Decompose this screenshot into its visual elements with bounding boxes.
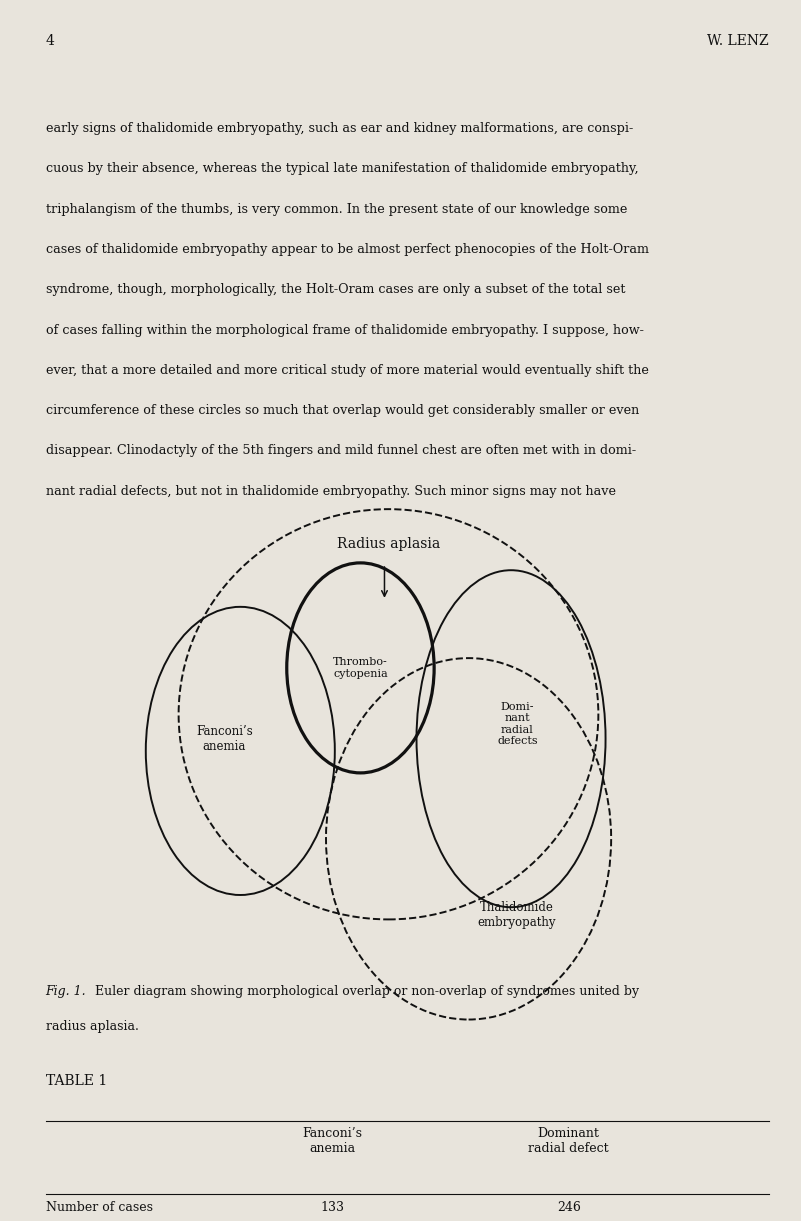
Text: radius aplasia.: radius aplasia. (46, 1020, 139, 1033)
Text: 4: 4 (46, 34, 54, 48)
Text: ever, that a more detailed and more critical study of more material would eventu: ever, that a more detailed and more crit… (46, 364, 649, 377)
Text: early signs of thalidomide embryopathy, such as ear and kidney malformations, ar: early signs of thalidomide embryopathy, … (46, 122, 633, 136)
Text: of cases falling within the morphological frame of thalidomide embryopathy. I su: of cases falling within the morphologica… (46, 324, 643, 337)
Text: 133: 133 (320, 1201, 344, 1215)
Text: Radius aplasia: Radius aplasia (337, 537, 440, 551)
Text: Euler diagram showing morphological overlap or non-overlap of syndromes united b: Euler diagram showing morphological over… (95, 985, 639, 999)
Text: syndrome, though, morphologically, the Holt-Oram cases are only a subset of the : syndrome, though, morphologically, the H… (46, 283, 625, 297)
Text: triphalangism of the thumbs, is very common. In the present state of our knowled: triphalangism of the thumbs, is very com… (46, 203, 627, 216)
Text: Dominant
radial defect: Dominant radial defect (529, 1127, 609, 1155)
Text: disappear. Clinodactyly of the 5th fingers and mild funnel chest are often met w: disappear. Clinodactyly of the 5th finge… (46, 444, 636, 458)
Text: Thrombo-
cytopenia: Thrombo- cytopenia (333, 657, 388, 679)
Text: Fanconi’s
anemia: Fanconi’s anemia (196, 725, 252, 752)
Text: 246: 246 (557, 1201, 581, 1215)
Text: Number of cases: Number of cases (46, 1201, 153, 1215)
Text: W. LENZ: W. LENZ (707, 34, 769, 48)
Text: cuous by their absence, whereas the typical late manifestation of thalidomide em: cuous by their absence, whereas the typi… (46, 162, 638, 176)
Text: circumference of these circles so much that overlap would get considerably small: circumference of these circles so much t… (46, 404, 639, 418)
Text: TABLE 1: TABLE 1 (46, 1074, 107, 1088)
Text: nant radial defects, but not in thalidomide embryopathy. Such minor signs may no: nant radial defects, but not in thalidom… (46, 485, 616, 498)
Text: Thalidomide
embryopathy: Thalidomide embryopathy (477, 901, 556, 928)
Text: Fig. 1.: Fig. 1. (46, 985, 87, 999)
Text: cases of thalidomide embryopathy appear to be almost perfect phenocopies of the : cases of thalidomide embryopathy appear … (46, 243, 649, 256)
Text: Domi-
nant
radial
defects: Domi- nant radial defects (497, 702, 537, 746)
Text: Fanconi’s
anemia: Fanconi’s anemia (303, 1127, 362, 1155)
